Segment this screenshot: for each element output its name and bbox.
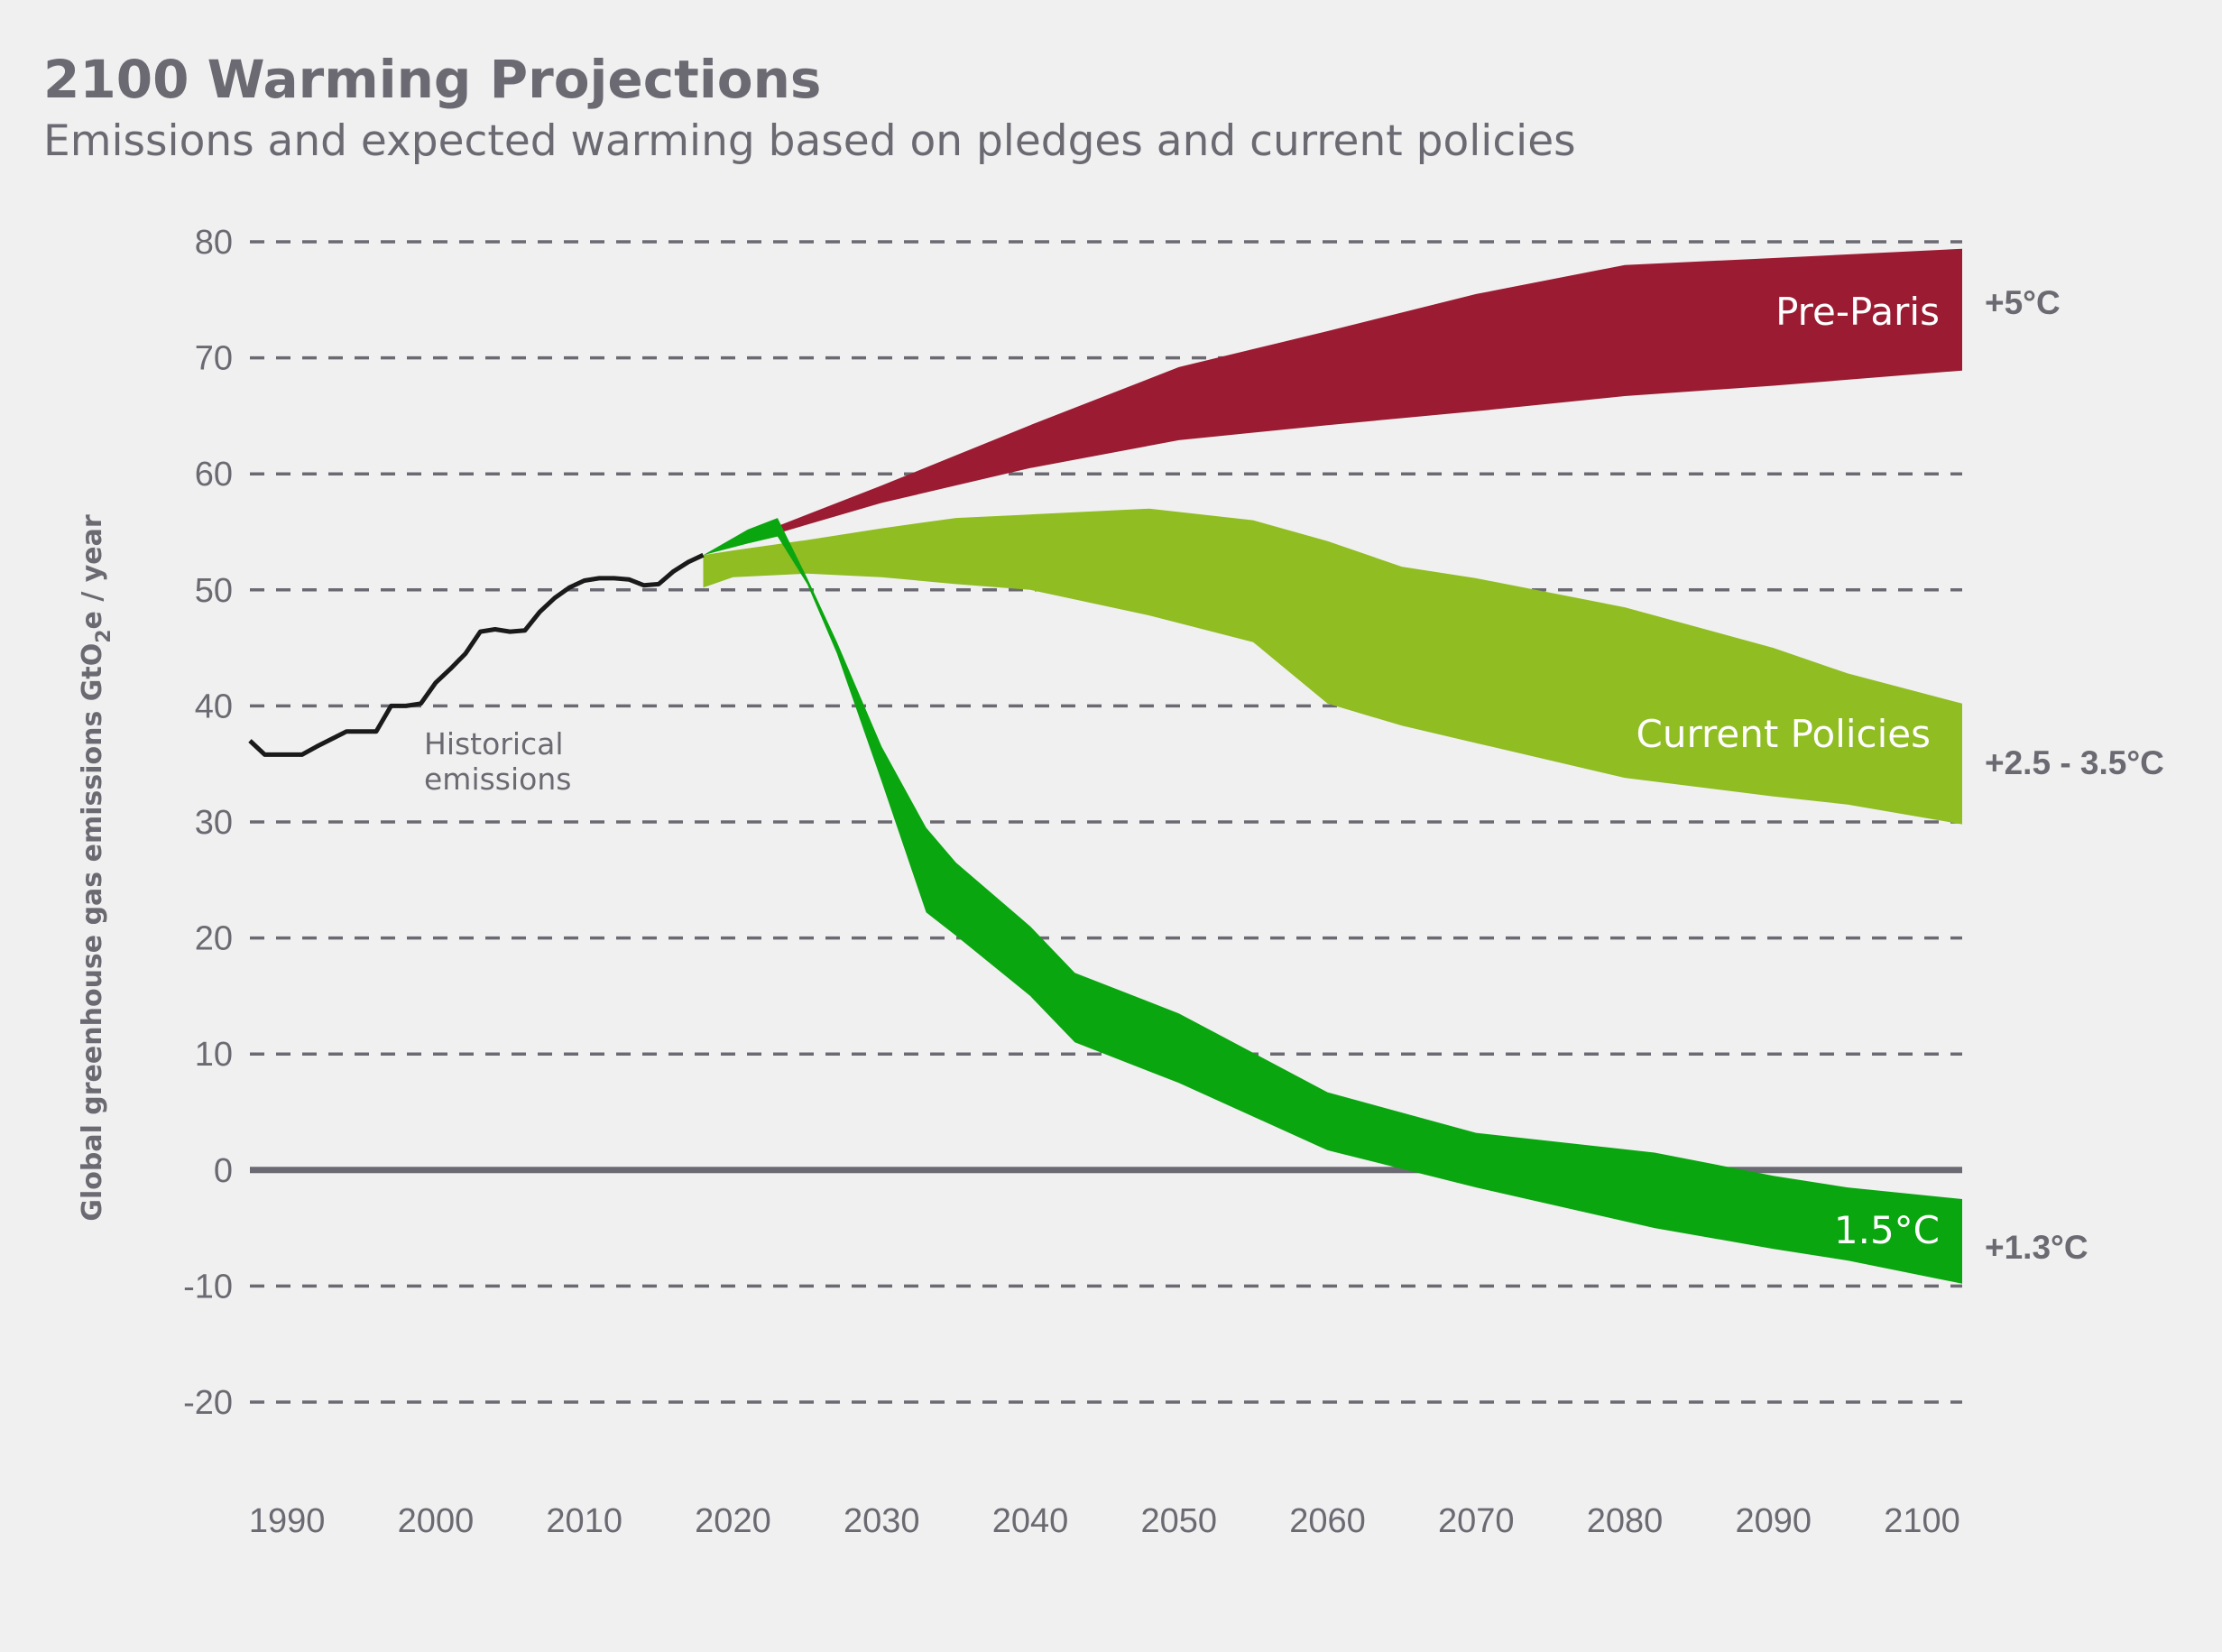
y-axis-label: Global greenhouse gas emissions GtO2e / … [77, 514, 115, 1222]
band-label-current-policies: Current Policies [1637, 712, 1931, 756]
y-tick-label: 80 [195, 224, 233, 262]
x-tick-label: 2010 [546, 1502, 622, 1540]
x-axis-ticks: 1990 2000 2010 2020 2030 2040 2050 2060 2070 2080… [249, 1502, 1960, 1540]
x-tick-label: 2030 [844, 1502, 920, 1540]
x-tick-label: 2090 [1735, 1502, 1812, 1540]
x-tick-label: 2070 [1438, 1502, 1515, 1540]
pre-paris-band [703, 248, 1962, 556]
y-tick-label: 50 [195, 572, 233, 610]
historical-label-line2: emissions [424, 761, 571, 797]
historical-label-line1: Historical [424, 726, 564, 761]
x-tick-label: 2060 [1289, 1502, 1366, 1540]
y-axis-label-tail: e / year [77, 514, 108, 629]
y-tick-label: 60 [195, 456, 233, 494]
y-tick-label: 10 [195, 1036, 233, 1074]
y-axis-label-main: Global greenhouse gas emissions GtO [77, 643, 108, 1222]
y-axis-ticks: 80 70 60 50 40 30 20 10 0 -10 -20 [183, 224, 233, 1422]
x-tick-label: 2050 [1140, 1502, 1217, 1540]
chart-subtitle: Emissions and expected warming based on … [43, 116, 1576, 166]
y-tick-label: 0 [214, 1152, 233, 1190]
band-label-one-point-five: 1.5°C [1834, 1208, 1940, 1252]
y-tick-label: 40 [195, 688, 233, 725]
x-tick-label: 2040 [992, 1502, 1069, 1540]
x-tick-label: 2020 [695, 1502, 771, 1540]
x-tick-label: 2000 [398, 1502, 475, 1540]
chart-title: 2100 Warming Projections [43, 49, 821, 110]
y-tick-label: -10 [183, 1268, 233, 1306]
y-tick-label: 20 [195, 920, 233, 958]
y-tick-label: 70 [195, 340, 233, 378]
x-tick-label: 1990 [249, 1502, 326, 1540]
current-policies-band [703, 508, 1962, 825]
x-tick-label: 2100 [1884, 1502, 1960, 1540]
projection-bands [703, 248, 1962, 1284]
y-axis-label-subscript: 2 [93, 629, 115, 642]
x-tick-label: 2080 [1587, 1502, 1664, 1540]
warming-label-one-point-five: +1.3°C [1985, 1229, 2088, 1266]
one-point-five-band [703, 518, 1962, 1284]
y-tick-label: 30 [195, 804, 233, 842]
y-tick-label: -20 [183, 1384, 233, 1422]
historical-emissions-line [248, 552, 705, 757]
band-label-pre-paris: Pre-Paris [1775, 290, 1940, 334]
warming-label-current-policies: +2.5 - 3.5°C [1985, 744, 2164, 781]
warming-label-pre-paris: +5°C [1985, 284, 2061, 321]
